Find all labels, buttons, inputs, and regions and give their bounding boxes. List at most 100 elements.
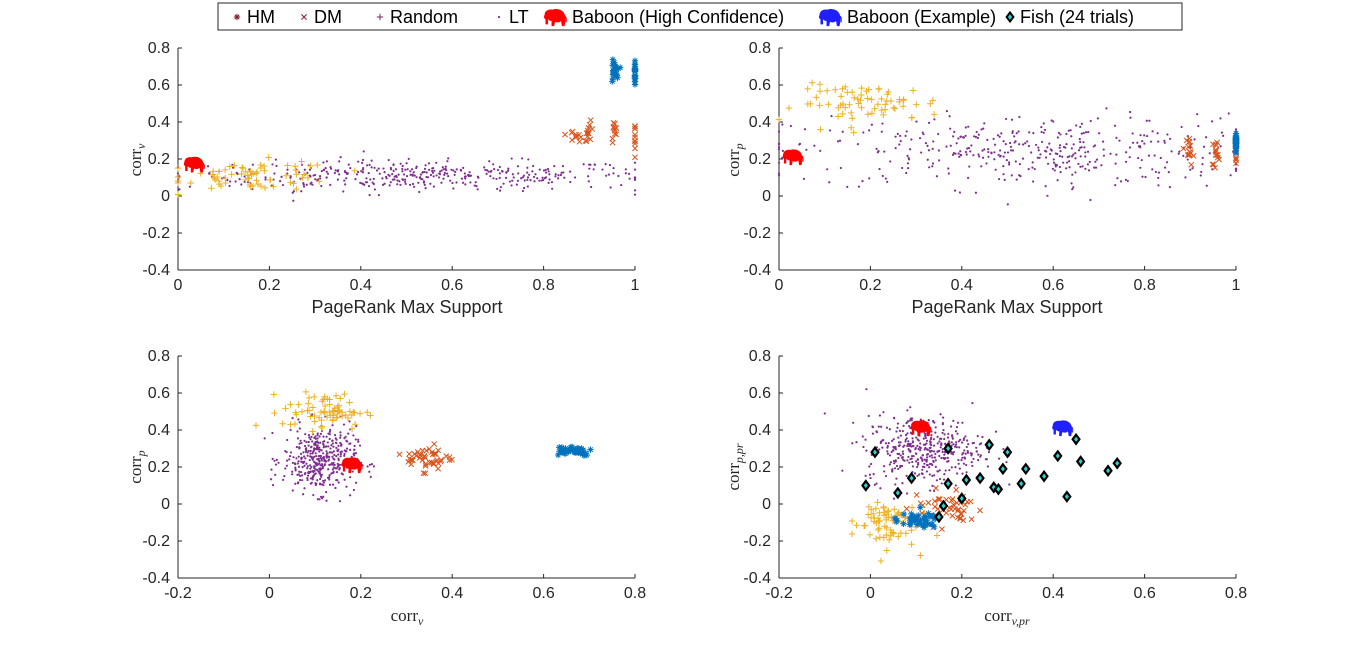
legend-label: Baboon (Example)	[847, 7, 996, 27]
random-point	[823, 87, 831, 94]
lt-point	[311, 440, 314, 443]
random-point	[315, 178, 323, 185]
lt-point	[877, 425, 880, 428]
lt-point	[291, 473, 294, 476]
lt-point	[955, 441, 958, 444]
hm-point	[613, 66, 620, 74]
y-tick-label: 0.8	[148, 348, 170, 365]
lt-point	[965, 471, 968, 474]
lt-point	[909, 431, 913, 434]
lt-point	[869, 462, 873, 466]
hm-point	[929, 512, 937, 520]
random-point	[302, 388, 310, 396]
hm-point	[611, 70, 619, 77]
lt-point	[297, 473, 301, 476]
lt-point	[902, 424, 905, 427]
lt-point	[777, 148, 781, 151]
lt-point	[907, 158, 911, 161]
random-point	[867, 514, 875, 521]
lt-point	[569, 180, 572, 184]
lt-point	[1178, 150, 1181, 153]
lt-point	[322, 168, 325, 172]
lt-point	[331, 451, 334, 454]
lt-point	[349, 494, 352, 497]
lt-point	[906, 409, 909, 412]
lt-point	[1018, 115, 1021, 119]
lt-point	[617, 174, 620, 178]
lt-point	[320, 169, 323, 173]
random-point	[187, 179, 194, 187]
lt-point	[1009, 145, 1013, 148]
lt-point	[1149, 140, 1153, 143]
lt-point	[923, 458, 926, 461]
lt-point	[464, 177, 467, 180]
lt-point	[322, 481, 326, 484]
lt-point	[271, 163, 274, 166]
lt-point	[1128, 110, 1132, 114]
lt-point	[1199, 174, 1202, 177]
lt-point	[417, 181, 420, 184]
x-tick-label: 0.6	[1042, 277, 1064, 294]
lt-point	[331, 471, 334, 475]
x-tick-label: 1	[1232, 277, 1241, 294]
lt-point	[781, 149, 785, 152]
lt-point	[953, 445, 957, 448]
dm-point	[948, 497, 955, 504]
lt-point	[489, 170, 492, 173]
lt-point	[1201, 163, 1204, 166]
lt-point	[1040, 140, 1044, 144]
lt-point	[310, 465, 313, 469]
random-point	[216, 180, 223, 188]
lt-point	[484, 168, 487, 172]
lt-point	[322, 161, 325, 164]
random-point	[257, 161, 264, 169]
lt-point	[1153, 154, 1156, 157]
lt-point	[1005, 461, 1008, 464]
lt-point	[899, 134, 902, 138]
lt-point	[332, 450, 336, 453]
lt-point	[588, 163, 591, 166]
baboon-example-icon	[1052, 420, 1074, 437]
lt-point	[329, 183, 332, 186]
lt-point	[286, 168, 289, 171]
x-tick-label: 0	[265, 585, 274, 602]
lt-point	[1043, 128, 1047, 132]
lt-point	[550, 181, 554, 184]
lt-point	[934, 465, 937, 469]
lt-point	[325, 160, 328, 163]
lt-point	[974, 135, 978, 139]
lt-point	[1046, 146, 1049, 149]
lt-point	[1065, 143, 1068, 146]
lt-point	[1143, 134, 1146, 137]
lt-point	[916, 465, 919, 469]
lt-point	[298, 171, 301, 174]
lt-point	[320, 463, 324, 466]
dm-point	[422, 470, 429, 477]
lt-point	[964, 150, 968, 154]
lt-point	[967, 147, 971, 150]
lt-point	[823, 412, 826, 415]
lt-point	[314, 440, 317, 444]
lt-point	[329, 428, 332, 431]
lt-point	[1119, 180, 1123, 183]
lt-point	[957, 440, 960, 443]
lt-point	[918, 473, 921, 476]
random-point	[239, 164, 246, 171]
hm-point	[610, 59, 618, 66]
lt-point	[485, 169, 489, 172]
random-point	[807, 100, 814, 108]
dm-point	[406, 450, 413, 457]
lt-point	[966, 449, 969, 453]
fish-point	[906, 471, 917, 485]
lt-point	[409, 173, 412, 176]
lt-point	[319, 477, 322, 481]
lt-point	[875, 147, 878, 150]
lt-point	[1204, 136, 1208, 139]
series-baboon_example	[1052, 420, 1074, 437]
random-point	[238, 170, 245, 178]
lt-point	[428, 168, 431, 172]
hm-point	[906, 515, 913, 522]
lt-point	[1165, 161, 1169, 164]
random-point	[231, 162, 238, 169]
lt-point	[505, 171, 508, 174]
